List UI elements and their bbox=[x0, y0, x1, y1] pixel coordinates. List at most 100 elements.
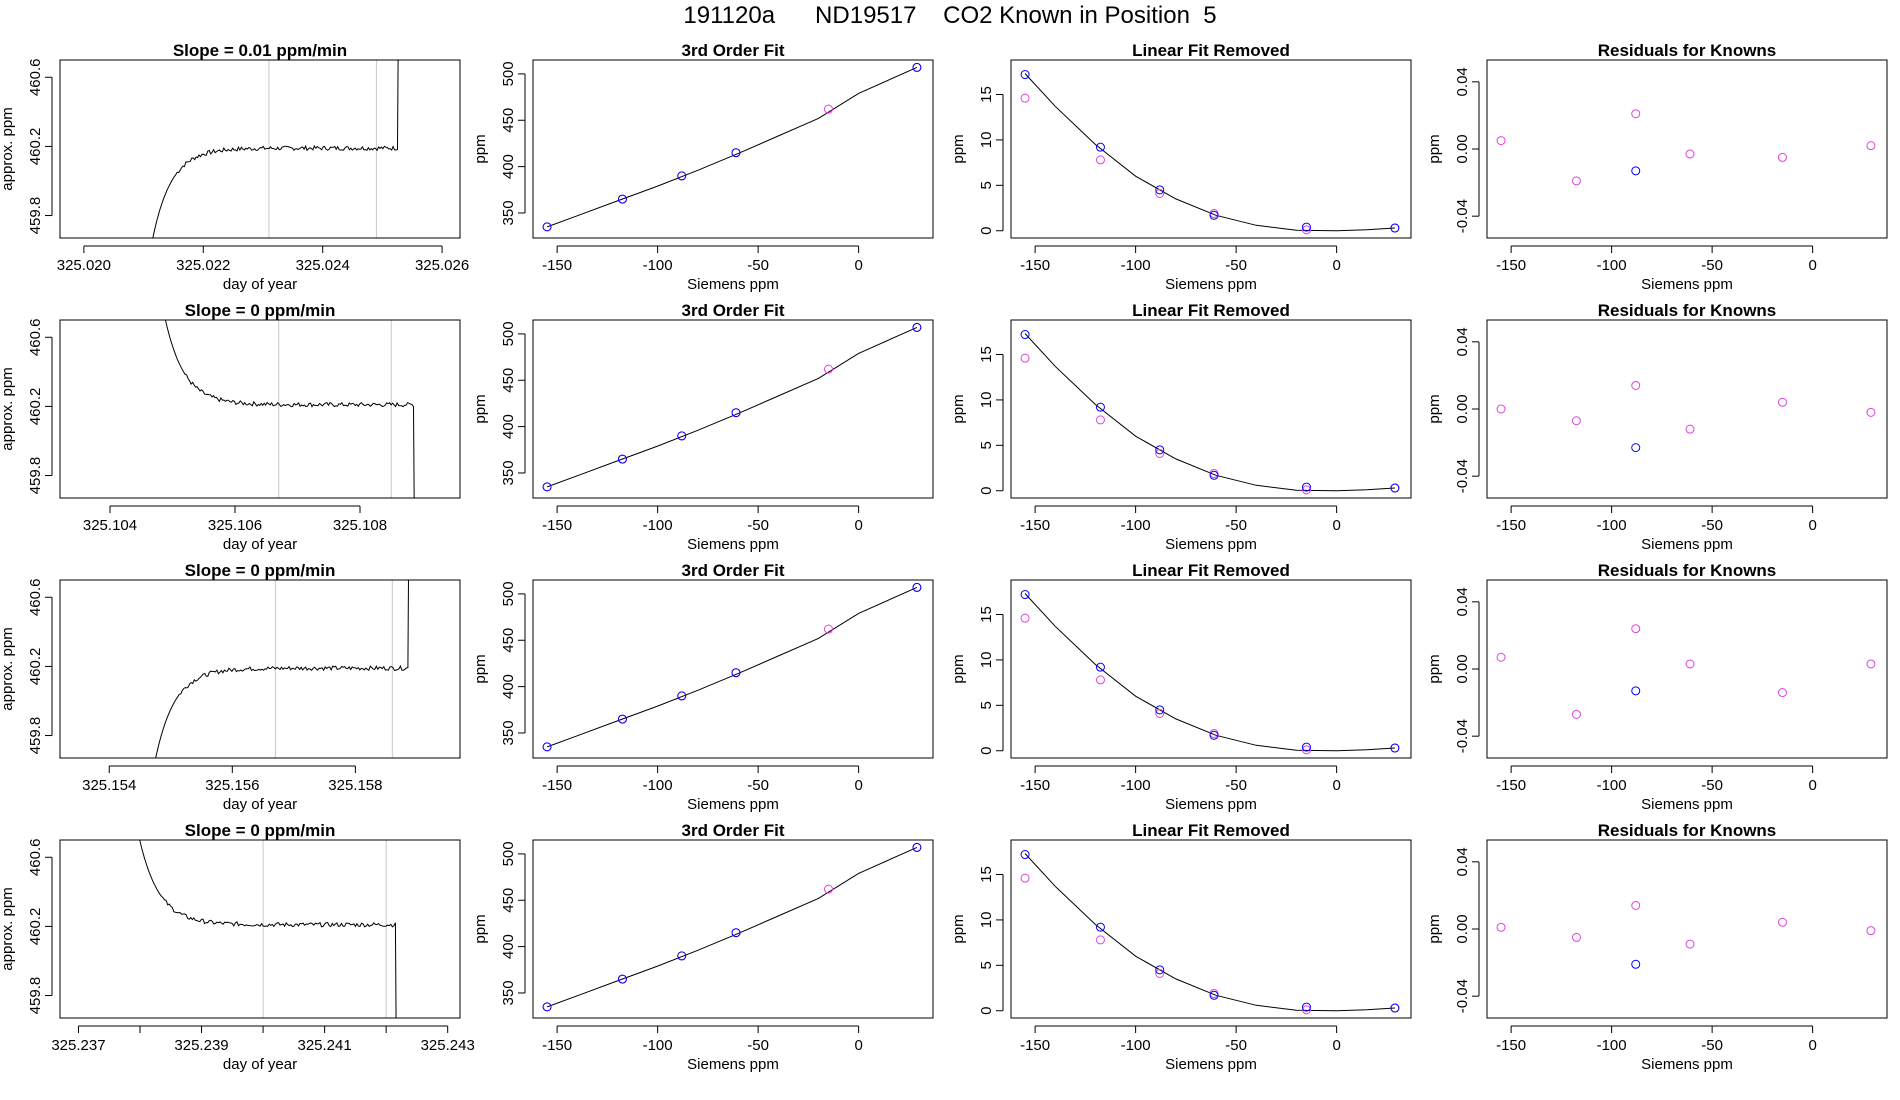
row4-trace-x-axis-label: day of year bbox=[223, 1056, 297, 1073]
row3-resid-y-tick-label: 0.00 bbox=[1454, 654, 1471, 683]
row3-fit-x-tick-label: -150 bbox=[542, 777, 572, 794]
row1-linear-point-magenta bbox=[1095, 155, 1105, 165]
row4-fit-y-tick-label: 500 bbox=[500, 841, 517, 866]
row2-linear-point-blue bbox=[1095, 402, 1105, 412]
row2-linear-point-blue bbox=[1390, 483, 1400, 493]
row2-fit-y-tick-label: 400 bbox=[500, 414, 517, 439]
row2-resid-x-tick-label: -50 bbox=[1701, 517, 1723, 534]
row4-fit-y-axis-label: ppm bbox=[472, 914, 489, 943]
row2-linear-title: Linear Fit Removed bbox=[1132, 301, 1290, 320]
row1-trace-x-tick-label: 325.024 bbox=[296, 257, 350, 274]
row3-fit-point-blue bbox=[677, 691, 687, 701]
row4-linear-y-tick-label: 0 bbox=[978, 1007, 995, 1015]
row4-linear-point-blue bbox=[1390, 1003, 1400, 1013]
row4-fit-fit-curve bbox=[546, 846, 918, 1008]
row1-resid-x-tick-label: -100 bbox=[1597, 257, 1627, 274]
row2-linear-point-magenta bbox=[1155, 449, 1165, 458]
row4-fit-point-blue bbox=[677, 951, 687, 961]
row4-trace-title: Slope = 0 ppm/min bbox=[185, 821, 336, 840]
row4-resid-x-tick-label: 0 bbox=[1808, 1037, 1816, 1054]
row4-trace-plot-frame bbox=[59, 839, 461, 1019]
row1-linear-point-magenta bbox=[1020, 93, 1030, 103]
row3-trace-x-axis-label: day of year bbox=[223, 796, 297, 813]
row4-trace-x-tick-label: 325.241 bbox=[297, 1037, 351, 1054]
row1-fit-y-axis-label: ppm bbox=[472, 134, 489, 163]
row1-fit-plot-frame bbox=[532, 59, 934, 239]
row3-fit-x-tick-label: -100 bbox=[643, 777, 673, 794]
row1-resid-point-magenta bbox=[1571, 176, 1581, 186]
row2-linear-point-blue bbox=[1209, 470, 1219, 480]
row1-resid-y-tick-label: 0.00 bbox=[1454, 134, 1471, 163]
row3-linear-point-magenta bbox=[1020, 613, 1030, 623]
row1-linear-y-tick-label: 15 bbox=[978, 86, 995, 103]
row2-linear-x-tick-label: -150 bbox=[1020, 517, 1050, 534]
row4-resid-title: Residuals for Knowns bbox=[1598, 821, 1777, 840]
row3-trace-y-tick-label: 460.2 bbox=[27, 648, 44, 686]
row1-fit-title: 3rd Order Fit bbox=[682, 41, 785, 60]
row1-resid-y-tick-label: 0.04 bbox=[1454, 67, 1471, 96]
row1-linear-fit-curve bbox=[1024, 73, 1395, 232]
row3-linear-y-tick-label: 0 bbox=[978, 747, 995, 755]
row4-fit-x-tick-label: -100 bbox=[643, 1037, 673, 1054]
row4-linear-x-tick-label: -50 bbox=[1225, 1037, 1247, 1054]
row2-resid-y-tick-label: -0.04 bbox=[1454, 459, 1471, 493]
row4-trace-trace-line bbox=[139, 840, 397, 1018]
row4-fit-x-axis-label: Siemens ppm bbox=[687, 1056, 779, 1073]
row3-trace-y-tick-label: 459.8 bbox=[27, 717, 44, 755]
row1-linear-y-tick-label: 5 bbox=[978, 181, 995, 189]
row3-fit-title: 3rd Order Fit bbox=[682, 561, 785, 580]
row2-trace-y-axis-label: approx. ppm bbox=[0, 367, 16, 450]
row3-resid-x-tick-label: -150 bbox=[1496, 777, 1526, 794]
row3-resid-x-tick-label: -100 bbox=[1597, 777, 1627, 794]
row1-trace-x-tick-label: 325.020 bbox=[57, 257, 111, 274]
row2-linear-point-magenta bbox=[1020, 353, 1030, 363]
row3-linear-x-tick-label: 0 bbox=[1332, 777, 1340, 794]
row1-resid-point-magenta bbox=[1631, 109, 1641, 119]
row1-fit-point-magenta bbox=[823, 104, 833, 114]
row2-resid-point-magenta bbox=[1571, 416, 1581, 426]
row2-resid-plot-frame bbox=[1486, 319, 1888, 499]
row1-trace-plot-frame bbox=[59, 59, 461, 239]
row3-linear-point-blue bbox=[1301, 742, 1311, 752]
row3-trace-y-tick-label: 460.6 bbox=[27, 579, 44, 617]
row1-fit-x-tick-label: 0 bbox=[854, 257, 862, 274]
row1-fit-y-tick-label: 450 bbox=[500, 108, 517, 133]
row3-fit-point-blue bbox=[912, 582, 922, 592]
row2-linear-y-axis-label: ppm bbox=[950, 394, 967, 423]
row2-linear-y-tick-label: 15 bbox=[978, 346, 995, 363]
row2-fit-point-blue bbox=[542, 482, 552, 492]
row3-linear-x-axis-label: Siemens ppm bbox=[1165, 796, 1257, 813]
row3-trace-x-tick-label: 325.154 bbox=[82, 777, 136, 794]
row2-fit-y-tick-label: 350 bbox=[500, 460, 517, 485]
row4-resid-y-tick-label: -0.04 bbox=[1454, 979, 1471, 1013]
row1-resid-x-tick-label: 0 bbox=[1808, 257, 1816, 274]
row2-fit-point-blue bbox=[912, 322, 922, 332]
row1-linear-x-tick-label: -50 bbox=[1225, 257, 1247, 274]
row2-fit-fit-curve bbox=[546, 326, 918, 488]
row4-linear-point-blue bbox=[1209, 990, 1219, 1000]
row2-fit-x-tick-label: -100 bbox=[643, 517, 673, 534]
row1-trace-y-tick-label: 460.6 bbox=[27, 59, 44, 97]
row4-linear-plot-frame bbox=[1010, 839, 1412, 1019]
row2-resid-point-magenta bbox=[1866, 407, 1876, 417]
row3-fit-point-blue bbox=[617, 714, 627, 724]
row2-resid-y-tick-label: 0.00 bbox=[1454, 394, 1471, 423]
row4-fit-point-blue bbox=[731, 928, 741, 938]
row1-resid-x-tick-label: -50 bbox=[1701, 257, 1723, 274]
row2-trace-trace-line bbox=[164, 320, 415, 498]
row4-fit-point-blue bbox=[542, 1002, 552, 1012]
row2-resid-point-blue bbox=[1631, 443, 1641, 453]
row3-resid-point-magenta bbox=[1571, 709, 1581, 719]
row2-fit-title: 3rd Order Fit bbox=[682, 301, 785, 320]
row4-resid-point-magenta bbox=[1685, 939, 1695, 949]
row2-fit-y-axis-label: ppm bbox=[472, 394, 489, 423]
row1-linear-point-blue bbox=[1390, 223, 1400, 233]
row3-fit-x-axis-label: Siemens ppm bbox=[687, 796, 779, 813]
row3-linear-point-blue bbox=[1155, 705, 1165, 715]
row3-linear-plot-frame bbox=[1010, 579, 1412, 759]
row1-fit-x-tick-label: -50 bbox=[747, 257, 769, 274]
row3-fit-y-axis-label: ppm bbox=[472, 654, 489, 683]
row3-resid-point-magenta bbox=[1496, 652, 1506, 662]
row3-resid-point-magenta bbox=[1866, 659, 1876, 669]
row4-linear-fit-curve bbox=[1024, 853, 1395, 1012]
